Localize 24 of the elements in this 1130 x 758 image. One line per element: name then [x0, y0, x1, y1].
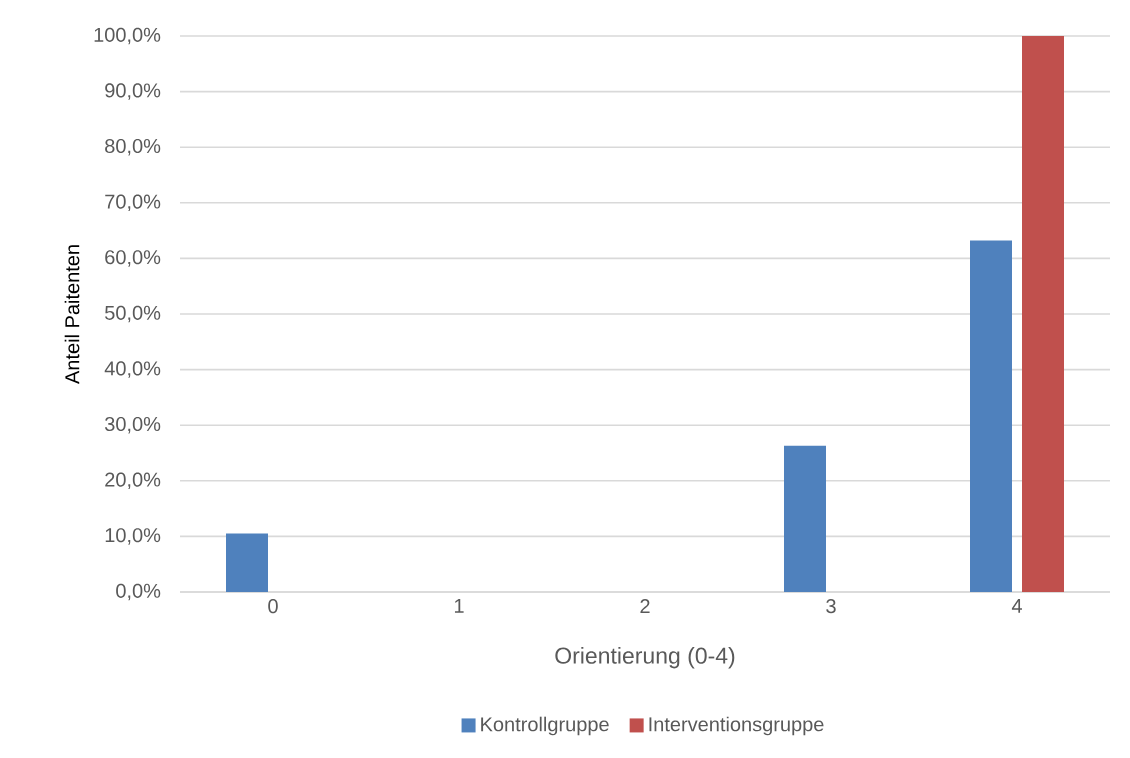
bar	[1022, 35, 1064, 592]
y-tick-label: 10,0%	[105, 528, 161, 545]
y-tick-label: 100,0%	[94, 27, 161, 45]
x-tick-label: 1	[454, 599, 464, 613]
y-tick-label: 20,0%	[105, 472, 161, 490]
x-tick-label: 4	[1011, 599, 1022, 613]
legend-label: Interventionsgruppe	[649, 716, 824, 736]
y-tick-label: 30,0%	[104, 416, 161, 434]
x-axis-title: Orientierung (0-4)	[555, 646, 735, 669]
x-tick-label: 3	[826, 599, 836, 614]
bar	[970, 240, 1012, 592]
bar	[226, 533, 268, 592]
bar	[784, 445, 826, 592]
x-tick-label: 2	[640, 599, 650, 614]
y-tick-label: 60,0%	[105, 250, 161, 267]
legend-label: Kontrollgruppe	[481, 716, 609, 736]
y-tick-label: 90,0%	[105, 83, 161, 100]
y-tick-label: 0,0%	[116, 583, 161, 601]
y-tick-label: 80,0%	[105, 138, 161, 156]
y-axis-title: Anteil Paitenten	[64, 245, 80, 384]
x-tick-label: 0	[268, 599, 278, 614]
y-tick-label: 50,0%	[105, 305, 161, 323]
y-tick-label: 40,0%	[104, 361, 161, 378]
y-tick-label: 70,0%	[105, 194, 161, 212]
